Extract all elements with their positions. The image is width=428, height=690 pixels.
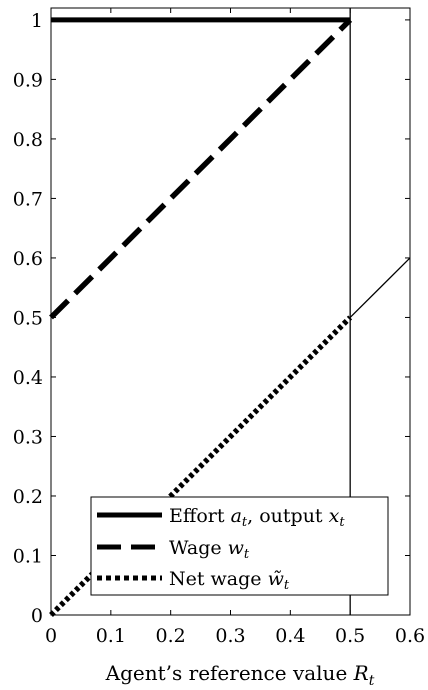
legend-effort-sub2: t bbox=[339, 515, 345, 530]
diagonal-reference-line bbox=[349, 257, 411, 318]
legend-label-net-wage: Net wage w̃t bbox=[169, 568, 290, 593]
y-tick-label: 0.7 bbox=[13, 188, 43, 210]
x-axis-title-text: Agent’s reference value bbox=[105, 661, 348, 685]
y-tick-label: 0.3 bbox=[13, 426, 43, 448]
legend-label-wage: Wage wt bbox=[169, 537, 250, 562]
x-tick-label: 0.4 bbox=[275, 625, 305, 647]
y-tick-label: 0.9 bbox=[13, 69, 43, 91]
x-axis-title-symbol: R bbox=[353, 661, 369, 685]
y-tick-label: 1 bbox=[31, 10, 43, 32]
legend-wage-text: Wage bbox=[169, 537, 228, 559]
x-tick-label: 0.2 bbox=[156, 625, 186, 647]
x-tick-label: 0.6 bbox=[395, 625, 425, 647]
legend-effort-sub1: t bbox=[242, 515, 248, 530]
y-tick-label: 0.1 bbox=[13, 545, 43, 567]
y-tick-label: 0.5 bbox=[13, 307, 43, 329]
y-tick-label: 0.4 bbox=[13, 367, 43, 389]
x-tick-labels: 0 0.1 0.2 0.3 0.4 0.5 0.6 bbox=[45, 625, 425, 647]
legend-effort-sym1: a bbox=[231, 505, 242, 527]
y-tick-label: 0 bbox=[31, 605, 43, 627]
y-tick-label: 0.2 bbox=[13, 486, 43, 508]
legend-label-effort: Effort at, output xt bbox=[169, 505, 345, 530]
legend-wage-sym1: w bbox=[228, 537, 244, 559]
x-tick-label: 0.5 bbox=[335, 625, 365, 647]
legend-net-wage-sym1: w̃ bbox=[268, 568, 284, 590]
x-axis-title-subscript: t bbox=[369, 673, 375, 689]
x-tick-label: 0.1 bbox=[96, 625, 126, 647]
x-axis-title: Agent’s reference value Rt bbox=[105, 661, 375, 689]
legend-effort-mid: , output bbox=[247, 505, 328, 527]
legend: Effort at, output xt Wage wt Net wage w̃… bbox=[90, 496, 389, 596]
wage-line bbox=[49, 17, 353, 320]
legend-effort-sym2: x bbox=[329, 505, 340, 527]
x-tick-label: 0 bbox=[45, 625, 57, 647]
x-tick-label: 0.3 bbox=[215, 625, 245, 647]
legend-effort-text: Effort bbox=[169, 505, 231, 527]
legend-wage-sub1: t bbox=[244, 547, 250, 562]
legend-net-wage-text: Net wage bbox=[169, 568, 268, 590]
y-tick-label: 0.6 bbox=[13, 248, 43, 270]
legend-net-wage-sub1: t bbox=[284, 578, 290, 593]
y-tick-labels: 0 0.1 0.2 0.3 0.4 0.5 0.6 0.7 0.8 0.9 1 bbox=[13, 10, 43, 627]
y-tick-label: 0.8 bbox=[13, 129, 43, 151]
